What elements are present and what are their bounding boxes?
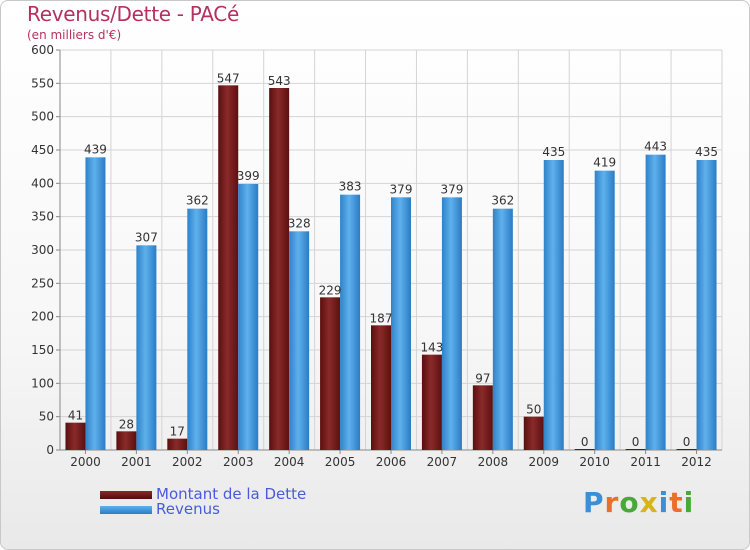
data-label-revenue-2004: 328 <box>288 216 311 230</box>
chart-subtitle: (en milliers d'€) <box>27 28 122 42</box>
data-label-debt-2010: 0 <box>581 435 589 449</box>
data-label-debt-2001: 28 <box>119 417 134 431</box>
x-tick-label: 2012 <box>681 455 712 469</box>
legend-label-debt: Montant de la Dette <box>156 485 307 503</box>
y-tick-label: 0 <box>46 443 54 457</box>
data-label-revenue-2007: 379 <box>440 182 463 196</box>
x-tick-label: 2007 <box>427 455 458 469</box>
data-label-debt-2003: 547 <box>217 71 240 85</box>
data-label-revenue-2000: 439 <box>84 142 107 156</box>
y-tick-label: 200 <box>31 310 54 324</box>
data-label-revenue-2006: 379 <box>390 182 413 196</box>
x-tick-label: 2009 <box>528 455 559 469</box>
bar-debt-2002 <box>167 438 188 450</box>
x-tick-label: 2006 <box>376 455 407 469</box>
bar-revenue-2003 <box>238 184 259 450</box>
bar-debt-2007 <box>421 354 442 450</box>
bar-revenue-2005 <box>340 194 361 450</box>
y-tick-label: 250 <box>31 276 54 290</box>
bar-debt-2010 <box>574 449 595 450</box>
data-label-revenue-2009: 435 <box>542 145 565 159</box>
bar-debt-2005 <box>320 297 341 450</box>
x-tick-label: 2010 <box>579 455 610 469</box>
legend-swatch-debt <box>100 491 152 499</box>
x-tick-label: 2000 <box>70 455 101 469</box>
y-tick-label: 300 <box>31 243 54 257</box>
bar-debt-2004 <box>269 88 290 450</box>
bar-revenue-2004 <box>289 231 310 450</box>
bar-revenue-2008 <box>492 208 513 450</box>
data-label-revenue-2003: 399 <box>237 169 260 183</box>
bar-debt-2003 <box>218 85 239 450</box>
y-tick-label: 400 <box>31 176 54 190</box>
legend-label-revenue: Revenus <box>156 500 220 518</box>
data-label-debt-2009: 50 <box>526 403 541 417</box>
y-tick-label: 550 <box>31 76 54 90</box>
y-tick-label: 500 <box>31 110 54 124</box>
y-tick-label: 450 <box>31 143 54 157</box>
bar-revenue-2012 <box>696 160 717 450</box>
data-labels: 41 439 28 307 17 362 547 399 543 328 229 383 187 379 1… <box>68 71 718 449</box>
bar-revenue-2000 <box>85 157 106 451</box>
x-tick-label: 2008 <box>478 455 509 469</box>
data-label-debt-2000: 41 <box>68 409 83 423</box>
bar-revenue-2007 <box>441 197 462 450</box>
axes: 0501001502002503003504004505005506002000… <box>31 43 722 469</box>
data-label-revenue-2011: 443 <box>644 140 667 154</box>
bar-debt-2012 <box>676 449 697 450</box>
data-label-debt-2004: 543 <box>268 74 291 88</box>
data-label-debt-2007: 143 <box>420 341 443 355</box>
chart-title: Revenus/Dette - PACé <box>27 2 239 26</box>
data-label-debt-2005: 229 <box>319 283 342 297</box>
y-tick-label: 100 <box>31 376 54 390</box>
data-label-revenue-2008: 362 <box>491 194 514 208</box>
data-label-debt-2012: 0 <box>683 435 691 449</box>
data-label-revenue-2005: 383 <box>339 180 362 194</box>
bar-debt-2008 <box>472 385 493 450</box>
x-tick-label: 2002 <box>172 455 203 469</box>
data-label-revenue-2002: 362 <box>186 194 209 208</box>
proxiti-logo: Proxiti <box>583 486 695 519</box>
bars <box>65 85 717 451</box>
data-label-debt-2006: 187 <box>370 311 393 325</box>
y-tick-label: 50 <box>39 410 54 424</box>
data-label-debt-2002: 17 <box>170 425 185 439</box>
data-label-revenue-2001: 307 <box>135 230 158 244</box>
bar-revenue-2006 <box>391 197 411 450</box>
x-tick-label: 2004 <box>274 455 305 469</box>
bar-revenue-2009 <box>543 160 564 450</box>
x-tick-label: 2011 <box>630 455 661 469</box>
data-label-debt-2008: 97 <box>475 371 490 385</box>
bar-revenue-2001 <box>136 245 157 450</box>
bar-debt-2000 <box>65 422 86 450</box>
data-label-revenue-2010: 419 <box>593 156 616 170</box>
y-tick-label: 150 <box>31 343 54 357</box>
y-tick-label: 350 <box>31 210 54 224</box>
bar-revenue-2010 <box>594 170 615 450</box>
x-tick-label: 2005 <box>325 455 356 469</box>
x-tick-label: 2003 <box>223 455 254 469</box>
legend-swatch-revenue <box>100 506 152 514</box>
bar-debt-2011 <box>625 449 646 450</box>
x-tick-label: 2001 <box>121 455 152 469</box>
bar-debt-2001 <box>116 431 137 450</box>
y-tick-label: 600 <box>31 43 54 57</box>
data-label-revenue-2012: 435 <box>695 145 718 159</box>
data-label-debt-2011: 0 <box>632 435 640 449</box>
bar-debt-2009 <box>523 416 544 450</box>
bar-revenue-2002 <box>187 208 208 450</box>
bar-debt-2006 <box>371 325 391 450</box>
bar-revenue-2011 <box>645 154 666 450</box>
